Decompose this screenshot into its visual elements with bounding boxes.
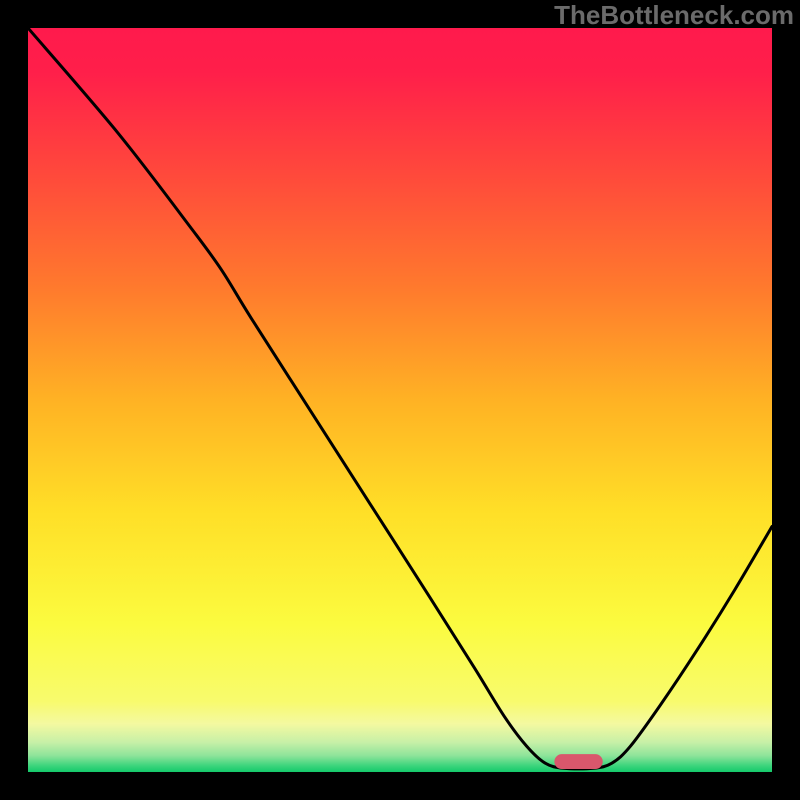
gradient-background [28, 28, 772, 772]
watermark-text: TheBottleneck.com [554, 0, 794, 31]
plot-area [28, 28, 772, 772]
optimal-marker [554, 754, 602, 769]
chart-svg [28, 28, 772, 772]
chart-frame: TheBottleneck.com [0, 0, 800, 800]
